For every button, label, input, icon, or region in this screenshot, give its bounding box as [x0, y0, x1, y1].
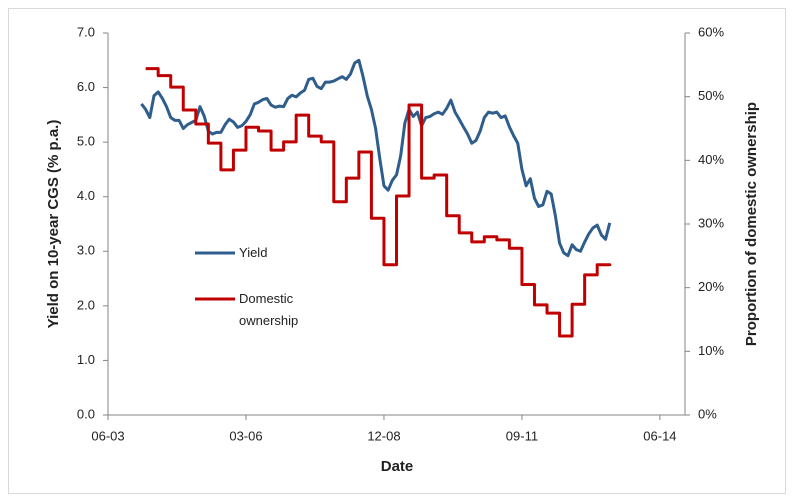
- y2-tick-label: 10%: [698, 343, 724, 358]
- y-axis-title: Yield on 10-year CGS (% p.a.): [45, 120, 62, 329]
- y-tick-label: 2.0: [77, 297, 95, 312]
- y2-tick-label: 40%: [698, 152, 724, 167]
- y-tick-label: 3.0: [77, 243, 95, 258]
- x-tick-label: 09-11: [506, 428, 538, 443]
- y2-tick-label: 20%: [698, 279, 724, 294]
- y-tick-label: 6.0: [77, 79, 95, 94]
- y2-tick-label: 30%: [698, 215, 724, 230]
- y2-tick-label: 0%: [698, 406, 717, 421]
- y-tick-label: 7.0: [77, 24, 95, 39]
- y2-tick-label: 60%: [698, 24, 724, 39]
- y2-tick-label: 50%: [698, 88, 724, 103]
- legend-label: Domestic ownership: [239, 291, 299, 328]
- y2-axis-title: Proportion of domestic ownership: [743, 102, 760, 346]
- x-tick-label: 03-06: [229, 428, 262, 443]
- y-tick-label: 5.0: [77, 134, 95, 149]
- legend-entry: Domestic ownership: [239, 291, 299, 328]
- x-axis-title: Date: [381, 458, 414, 475]
- x-tick-label: 06-14: [643, 428, 676, 443]
- y-tick-label: 0.0: [77, 406, 95, 421]
- y-tick-label: 4.0: [77, 188, 95, 203]
- legend-entry: Yield: [239, 245, 268, 260]
- series-line: [140, 58, 612, 258]
- x-tick-label: 12-08: [367, 428, 400, 443]
- series-line: [145, 67, 612, 338]
- y-tick-label: 1.0: [77, 352, 95, 367]
- legend-label: Yield: [239, 245, 268, 260]
- x-tick-label: 06-03: [91, 428, 124, 443]
